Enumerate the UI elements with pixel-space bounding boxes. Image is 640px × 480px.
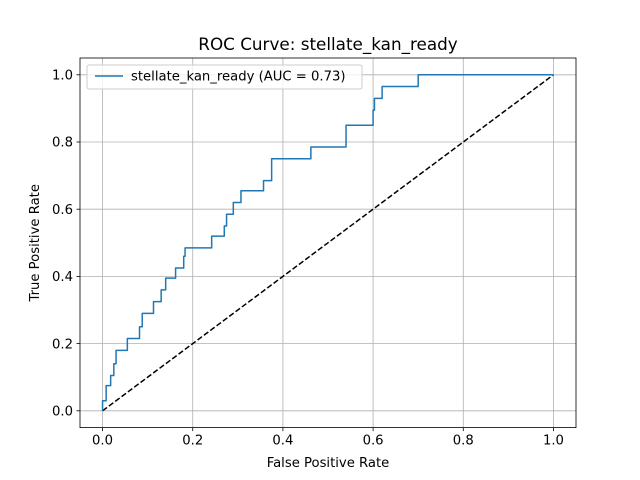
y-tick-label: 0.2: [52, 337, 73, 352]
y-tick-label: 0.8: [52, 136, 73, 151]
y-tick-label: 0.4: [52, 270, 73, 285]
x-axis-ticks: 0.0 0.2 0.4 0.6 0.8 1.0: [92, 427, 564, 449]
series-layer: [101, 74, 554, 412]
legend: stellate_kan_ready (AUC = 0.73): [86, 64, 363, 90]
y-tick-label: 0.6: [52, 203, 73, 218]
x-tick-label: 0.6: [363, 434, 384, 449]
legend-box: [86, 64, 363, 90]
legend-label-roc: stellate_kan_ready (AUC = 0.73): [131, 70, 346, 85]
y-axis-ticks: 0.0 0.2 0.4 0.6 0.8 1.0: [52, 69, 80, 420]
plot-frame: [79, 57, 577, 429]
x-tick-label: 0.8: [453, 434, 474, 449]
y-axis-label: True Positive Rate: [28, 184, 43, 302]
plot-area: [79, 57, 577, 429]
x-tick-label: 1.0: [543, 434, 564, 449]
x-axis-label: False Positive Rate: [267, 456, 390, 471]
chart-title: ROC Curve: stellate_kan_ready: [198, 34, 457, 55]
y-tick-label: 1.0: [52, 69, 73, 84]
x-tick-label: 0.2: [182, 434, 203, 449]
y-tick-label: 0.0: [52, 405, 73, 420]
roc-curve-line: [101, 74, 554, 411]
x-tick-label: 0.4: [272, 434, 293, 449]
chance-diagonal-line: [102, 74, 554, 412]
x-tick-label: 0.0: [92, 434, 113, 449]
